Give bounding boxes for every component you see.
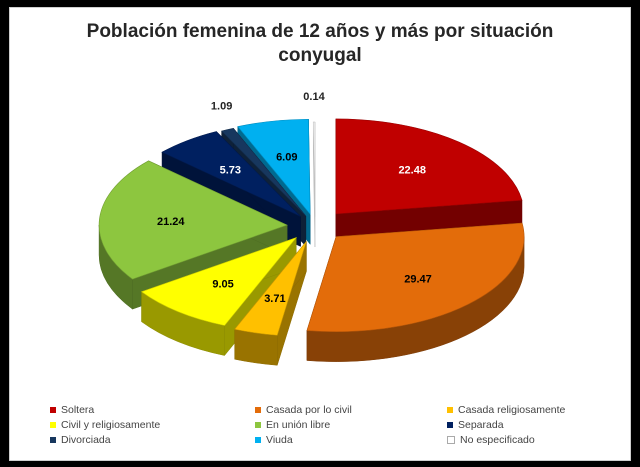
legend-label: Viuda (266, 434, 293, 446)
data-label: 22.48 (398, 164, 426, 176)
pie-slice (306, 222, 525, 362)
pie-slice (140, 236, 298, 357)
data-label: 0.14 (303, 91, 325, 103)
chart-title: Población femenina de 12 años y más por … (86, 21, 554, 66)
data-label: 6.09 (276, 152, 297, 164)
legend-item: Casada religiosamente (447, 404, 565, 417)
data-label: 1.09 (211, 101, 232, 113)
legend-swatch (50, 437, 56, 444)
data-label: 3.71 (264, 293, 285, 305)
legend-swatch (447, 436, 455, 445)
pie-slice (234, 240, 307, 366)
pie-slice (312, 121, 316, 248)
legend-label: Soltera (61, 404, 95, 416)
legend-swatch (255, 422, 261, 429)
data-label: 29.47 (404, 274, 432, 286)
legend-item: Separada (447, 419, 504, 432)
legend-label: Casada por lo civil (266, 404, 352, 416)
legend-label: Divorciada (61, 434, 111, 446)
legend-swatch (255, 437, 261, 444)
legend-label: Separada (458, 419, 504, 431)
legend-item: En unión libre (255, 419, 330, 432)
legend-swatch (50, 407, 56, 414)
legend-swatch (50, 422, 56, 429)
legend-item: Divorciada (50, 434, 111, 447)
chart-frame: Población femenina de 12 años y más por … (9, 7, 631, 461)
legend-item: No especificado (447, 434, 535, 447)
legend-label: Casada religiosamente (458, 404, 566, 416)
legend-swatch (447, 422, 453, 429)
legend-label: Civil y religiosamente (61, 419, 161, 431)
legend-item: Viuda (255, 434, 293, 447)
legend-item: Soltera (50, 404, 94, 417)
legend-swatch (447, 407, 453, 414)
data-label: 5.73 (220, 164, 241, 176)
data-label: 9.05 (212, 279, 233, 291)
legend-swatch (255, 407, 261, 414)
data-label: 21.24 (157, 216, 185, 228)
legend-item: Casada por lo civil (255, 404, 352, 417)
pie-chart: 22.48 29.47 3.71 9.05 21.24 5.73 1.09 6.09 0.14 (98, 91, 525, 366)
legend-label: No especificado (460, 434, 535, 446)
legend-item: Civil y religiosamente (50, 419, 160, 432)
legend-label: En unión libre (266, 419, 331, 431)
